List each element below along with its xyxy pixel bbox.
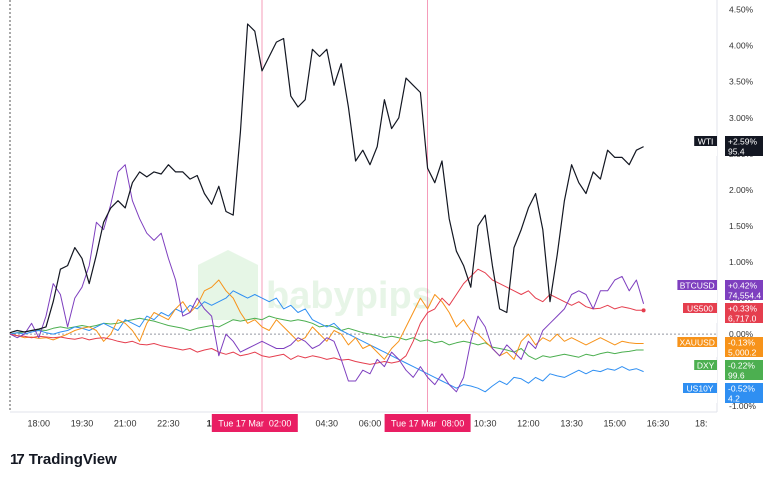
label-change-wti: +2.59% <box>728 137 758 147</box>
x-tick-label: 04:30 <box>316 419 339 429</box>
label-value-box-us500 <box>725 303 763 323</box>
series-line-wti <box>9 23 644 334</box>
y-tick-label: 2.00% <box>729 185 754 195</box>
x-tick-label: 18: <box>695 419 708 429</box>
label-price-xauusd: 5,000.2 <box>728 348 757 358</box>
y-tick-label: 1.50% <box>729 221 754 231</box>
series-line-btcusd <box>9 164 645 393</box>
watermark-shield-icon <box>198 250 258 320</box>
label-change-us500: +0.33% <box>728 304 758 314</box>
label-symbol-us500: US500 <box>687 304 713 314</box>
x-tick-label: 18:00 <box>28 419 51 429</box>
label-price-wti: 95.4 <box>728 147 745 157</box>
x-tick-label: 10:30 <box>474 419 497 429</box>
label-symbol-us10y: US10Y <box>687 384 714 394</box>
x-tick-label: 19:30 <box>71 419 94 429</box>
label-symbol-btcusd: BTCUSD <box>680 281 715 291</box>
label-price-us10y: 4.2 <box>728 394 740 404</box>
x-tick-label: Tue 17 Mar 08:00 <box>391 419 464 429</box>
label-change-xauusd: -0.13% <box>728 338 755 348</box>
label-value-box-btcusd <box>725 280 763 300</box>
label-symbol-xauusd: XAUUSD <box>679 338 714 348</box>
chart-grid <box>9 0 718 413</box>
series-lines <box>9 23 646 393</box>
y-tick-label: -1.00% <box>729 401 756 411</box>
label-symbol-box-btcusd <box>677 280 717 290</box>
label-change-dxy: -0.22% <box>728 361 755 371</box>
y-tick-label: 4.00% <box>729 41 754 51</box>
y-tick-label: 4.50% <box>729 5 754 15</box>
x-tick-label: 15:00 <box>604 419 627 429</box>
label-value-box-wti <box>725 136 763 156</box>
price-labels: WTI +2.59%95.4 BTCUSD +0.42%74,554.4 US500 +0… <box>677 136 763 404</box>
x-tick-label: 16:30 <box>647 419 670 429</box>
y-tick-label: 0.00% <box>729 329 754 339</box>
y-tick-label: 3.50% <box>729 77 754 87</box>
label-symbol-dxy: DXY <box>697 361 715 371</box>
label-change-btcusd: +0.42% <box>728 281 758 291</box>
label-symbol-box-xauusd <box>677 337 717 347</box>
x-tick-label: 13:30 <box>560 419 583 429</box>
label-price-dxy: 99.6 <box>728 371 745 381</box>
x-tick-label: 22:30 <box>157 419 180 429</box>
x-tick-label: 21:00 <box>114 419 137 429</box>
label-change-us10y: -0.52% <box>728 384 755 394</box>
label-symbol-box-dxy <box>694 360 717 370</box>
label-price-us500: 6,717.0 <box>728 314 757 324</box>
label-symbol-box-wti <box>694 136 717 146</box>
x-tick-label: 17 <box>207 419 217 429</box>
series-line-us10y <box>9 290 644 393</box>
x-tick-highlight <box>384 414 471 432</box>
label-price-btcusd: 74,554.4 <box>728 291 761 301</box>
watermark-text: babypips <box>266 275 433 317</box>
label-value-box-us10y <box>725 383 763 403</box>
babypips-watermark: babypips <box>198 250 433 320</box>
x-tick-label: Tue 17 Mar 02:00 <box>218 419 291 429</box>
series-line-us500 <box>9 268 644 365</box>
label-symbol-box-us500 <box>683 303 717 313</box>
series-dot-us500 <box>641 308 646 313</box>
x-axis: 18:00 19:30 21:00 22:30 17 Tue 17 Mar 02:00 04… <box>28 414 708 432</box>
x-tick-label: 06:00 <box>359 419 382 429</box>
label-value-box-xauusd <box>725 337 763 357</box>
y-tick-label: 3.00% <box>729 113 754 123</box>
label-value-box-dxy <box>725 360 763 380</box>
label-symbol-box-us10y <box>683 383 717 393</box>
tradingview-wordmark: TradingView <box>28 451 117 468</box>
label-symbol-wti: WTI <box>698 137 714 147</box>
y-tick-label: 1.00% <box>729 257 754 267</box>
x-tick-label: 12:00 <box>517 419 540 429</box>
tradingview-branding[interactable]: 17 TradingView <box>10 451 117 468</box>
x-tick-highlight <box>211 414 298 432</box>
tradingview-logo-icon: 17 <box>10 451 25 468</box>
